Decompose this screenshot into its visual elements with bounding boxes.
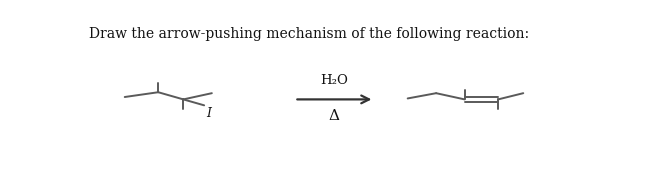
Text: Draw the arrow-pushing mechanism of the following reaction:: Draw the arrow-pushing mechanism of the … <box>89 27 529 41</box>
Text: Δ: Δ <box>329 109 340 123</box>
Text: H₂O: H₂O <box>321 74 348 87</box>
Text: I: I <box>206 107 211 120</box>
